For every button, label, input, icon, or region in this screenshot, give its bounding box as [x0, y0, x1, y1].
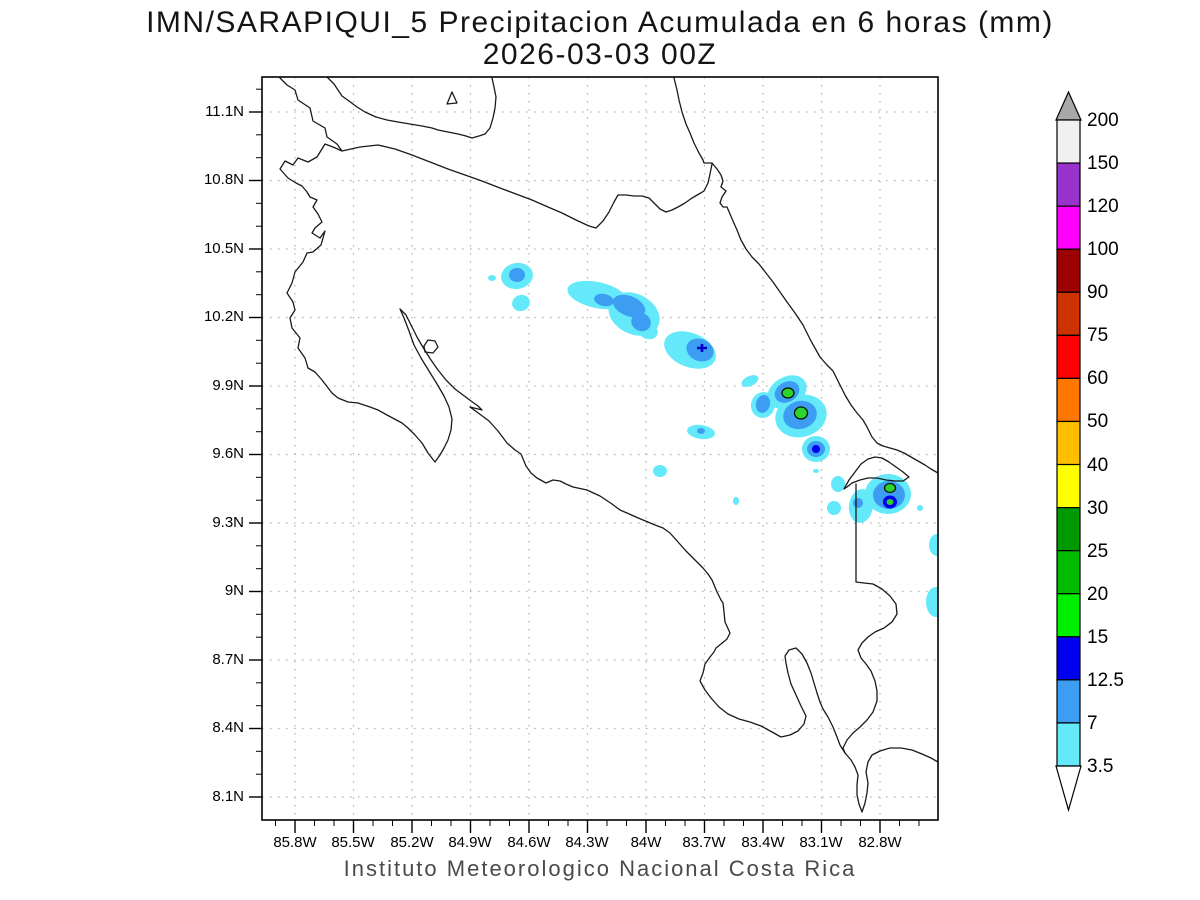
colorbar-label: 75	[1087, 325, 1109, 346]
colorbar-segment	[1056, 593, 1081, 638]
lon-tick-label: 84.6W	[507, 834, 551, 851]
lat-tick-label: 9N	[224, 582, 244, 599]
colorbar-segment	[1056, 248, 1081, 293]
colorbar-label: 12.5	[1087, 670, 1124, 691]
colorbar-segment	[1056, 679, 1081, 724]
colorbar-segment	[1056, 377, 1081, 423]
colorbar-arrow-down	[1055, 765, 1082, 813]
lon-tick-label: 83.7W	[682, 834, 726, 851]
colorbar-label: 40	[1087, 455, 1109, 476]
lon-tick-label: 83.1W	[799, 834, 843, 851]
colorbar-label: 100	[1087, 239, 1119, 260]
page-title: IMN/SARAPIQUI_5 Precipitacion Acumulada …	[146, 6, 1054, 39]
grid-lines	[262, 77, 938, 820]
colorbar-label: 60	[1087, 368, 1109, 389]
colorbar-segment	[1056, 291, 1081, 336]
colorbar-label: 150	[1087, 153, 1119, 174]
map-frame	[261, 76, 939, 821]
lat-tick-label: 10.5N	[203, 240, 244, 257]
colorbar-label: 30	[1087, 498, 1109, 519]
colorbar-segment	[1056, 334, 1081, 380]
lat-tick-label: 8.1N	[212, 788, 244, 805]
lat-tick-label: 9.9N	[212, 377, 244, 394]
lat-tick-label: 9.3N	[212, 514, 244, 531]
max-precip-plus-marker	[697, 344, 707, 352]
colorbar-label: 90	[1087, 282, 1109, 303]
lat-tick-label: 11.1N	[205, 103, 244, 120]
page-subtitle-datetime: 2026-03-03 00Z	[482, 38, 718, 71]
lat-tick-label: 9.6N	[212, 445, 244, 462]
colorbar	[1055, 90, 1082, 813]
colorbar-segment	[1056, 550, 1081, 595]
lon-tick-label: 85.2W	[390, 834, 434, 851]
coastlines-and-borders	[279, 77, 938, 813]
lon-tick-label: 84.9W	[448, 834, 492, 851]
colorbar-segment	[1056, 420, 1081, 466]
lon-tick-label: 83.4W	[741, 834, 785, 851]
precip-blobs	[488, 262, 938, 617]
lat-tick-label: 10.2N	[203, 308, 244, 325]
colorbar-label: 200	[1087, 110, 1119, 131]
colorbar-label: 25	[1087, 541, 1109, 562]
colorbar-label: 7	[1087, 713, 1098, 734]
colorbar-label: 50	[1087, 411, 1109, 432]
colorbar-arrow-up	[1055, 90, 1082, 121]
lon-tick-label: 84.3W	[565, 834, 609, 851]
colorbar-label: 120	[1087, 196, 1119, 217]
lon-tick-label: 84W	[630, 834, 662, 851]
colorbar-segment	[1056, 119, 1081, 164]
lat-tick-label: 8.4N	[212, 719, 244, 736]
lat-tick-label: 8.7N	[212, 651, 244, 668]
colorbar-segment	[1056, 463, 1081, 509]
colorbar-label: 15	[1087, 627, 1109, 648]
colorbar-segment	[1056, 162, 1081, 207]
attribution-footer: Instituto Meteorologico Nacional Costa R…	[343, 856, 857, 881]
colorbar-segment	[1056, 636, 1081, 681]
axis-ticks	[249, 88, 920, 833]
colorbar-segment	[1056, 507, 1081, 552]
lon-tick-label: 85.5W	[331, 834, 375, 851]
colorbar-segment	[1056, 722, 1081, 767]
colorbar-label: 3.5	[1087, 756, 1114, 777]
lon-tick-label: 82.8W	[858, 834, 902, 851]
lat-tick-label: 10.8N	[203, 171, 244, 188]
colorbar-label: 20	[1087, 584, 1109, 605]
lon-tick-label: 85.8W	[273, 834, 317, 851]
colorbar-segment	[1056, 205, 1081, 250]
